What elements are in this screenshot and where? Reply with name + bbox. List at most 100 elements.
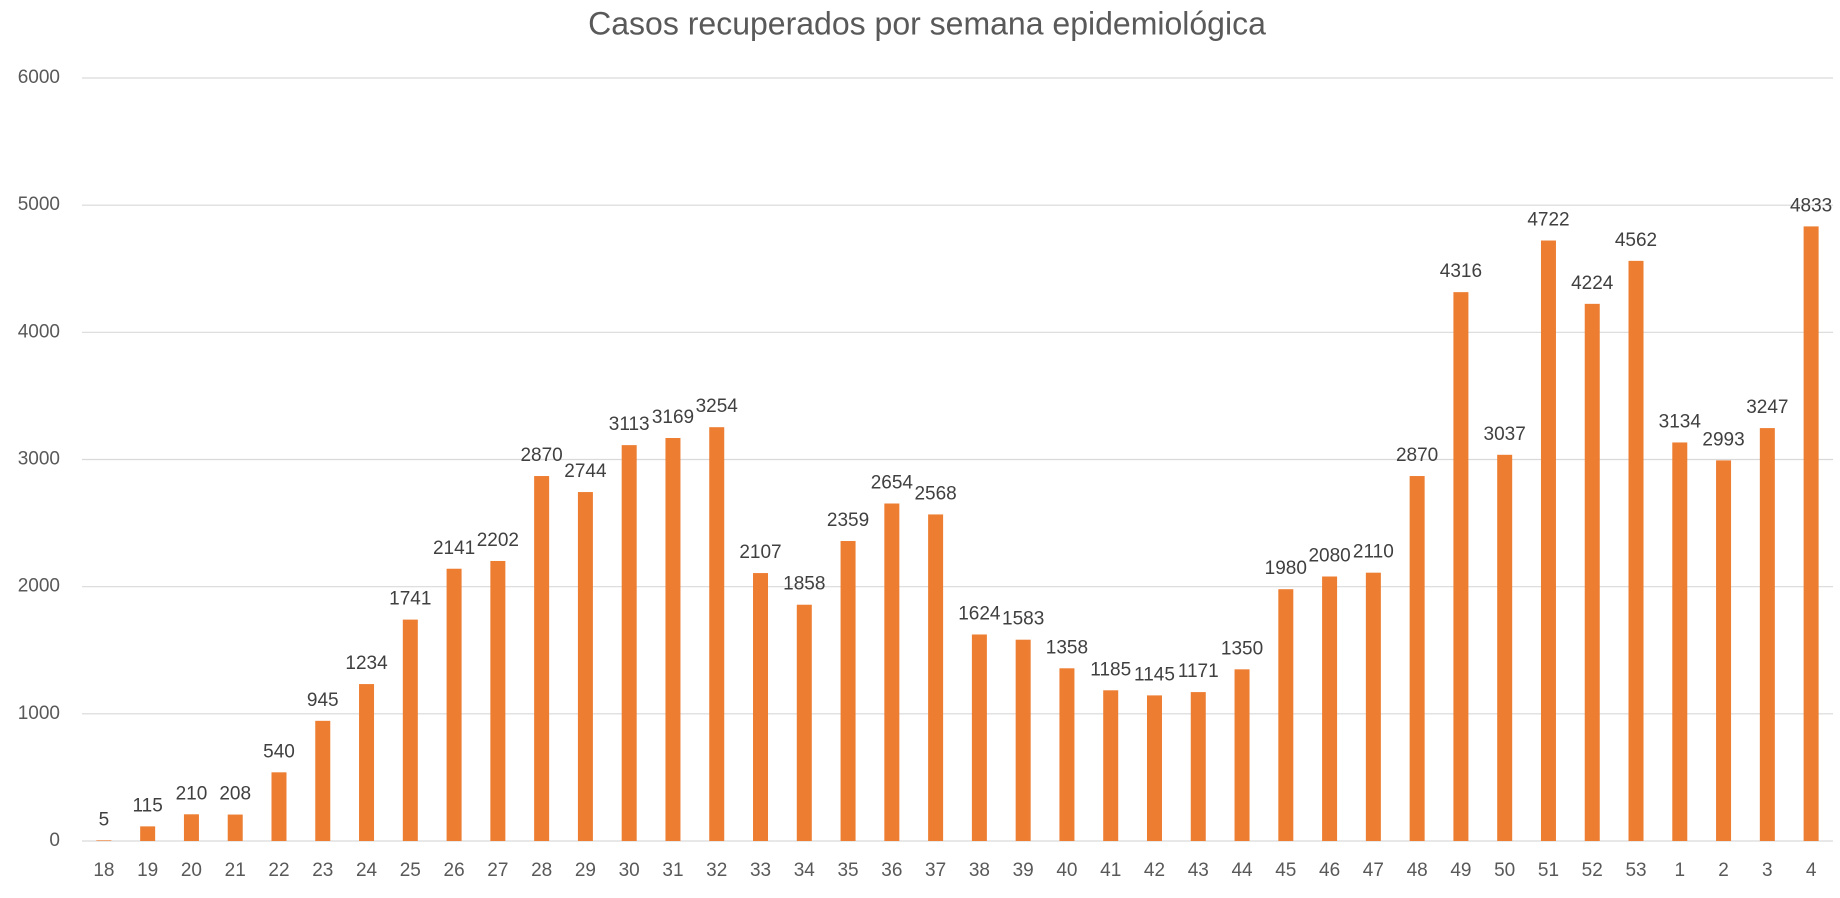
data-label: 115: [133, 795, 163, 816]
x-tick-label: 28: [531, 860, 552, 881]
bar: [1716, 460, 1732, 841]
bar: [96, 840, 112, 841]
bar: [534, 476, 550, 841]
x-tick-label: 4: [1806, 860, 1817, 881]
y-tick-label: 6000: [18, 67, 60, 88]
x-tick-label: 22: [268, 860, 289, 881]
x-tick-label: 29: [575, 860, 596, 881]
x-tick-label: 2: [1718, 860, 1729, 881]
bar: [1278, 589, 1294, 841]
bar: [665, 438, 681, 841]
bar: [1584, 303, 1600, 841]
data-label: 1350: [1221, 638, 1263, 659]
data-label: 4722: [1527, 210, 1569, 231]
x-tick-label: 40: [1056, 860, 1077, 881]
data-label: 540: [263, 741, 295, 762]
bar: [1628, 260, 1644, 841]
data-label: 1234: [345, 653, 388, 674]
bar: [1015, 639, 1031, 841]
bar: [796, 604, 812, 841]
x-tick-label: 26: [444, 860, 465, 881]
x-tick-label: 18: [93, 860, 114, 881]
bar: [183, 814, 199, 841]
data-label: 1145: [1134, 664, 1175, 685]
x-tick-label: 39: [1013, 860, 1034, 881]
x-tick-label: 21: [225, 860, 246, 881]
bar: [1540, 240, 1556, 842]
data-label: 2107: [739, 542, 781, 563]
x-tick-label: 46: [1319, 860, 1340, 881]
x-tick-label: 42: [1144, 860, 1165, 881]
x-tick-label: 1: [1674, 860, 1685, 881]
x-tick-label: 37: [925, 860, 946, 881]
data-label: 1185: [1090, 659, 1131, 680]
bar: [490, 560, 506, 841]
x-tick-label: 47: [1363, 860, 1384, 881]
data-label: 2359: [827, 510, 869, 531]
y-tick-label: 3000: [18, 449, 60, 470]
bar: [1322, 576, 1338, 841]
data-label: 3169: [652, 407, 694, 428]
bar: [1453, 292, 1469, 841]
x-tick-label: 31: [662, 860, 683, 881]
chart-title: Casos recuperados por semana epidemiológ…: [588, 5, 1266, 41]
data-label: 1358: [1046, 637, 1088, 658]
data-label: 1980: [1265, 558, 1307, 579]
bar: [1409, 476, 1425, 841]
bar: [1672, 442, 1688, 841]
data-label: 210: [176, 783, 208, 804]
data-label: 3037: [1484, 424, 1526, 445]
x-tick-label: 38: [969, 860, 990, 881]
data-label: 1171: [1178, 661, 1219, 682]
x-tick-label: 33: [750, 860, 771, 881]
data-label: 4224: [1571, 273, 1614, 294]
x-tick-label: 43: [1188, 860, 1209, 881]
data-label: 2654: [871, 473, 914, 494]
x-tick-label: 52: [1582, 860, 1603, 881]
y-tick-label: 1000: [18, 703, 60, 724]
bar: [446, 568, 462, 841]
bar: [1190, 692, 1206, 841]
x-tick-label: 50: [1494, 860, 1515, 881]
data-label: 2744: [564, 461, 607, 482]
bar: [1059, 668, 1075, 841]
data-label: 3113: [609, 414, 650, 435]
data-label: 2080: [1308, 546, 1350, 567]
x-tick-label: 23: [312, 860, 333, 881]
x-tick-label: 36: [881, 860, 902, 881]
bar: [315, 720, 331, 841]
x-tick-label: 20: [181, 860, 202, 881]
bar: [753, 573, 769, 841]
bar: [359, 684, 375, 841]
y-tick-label: 5000: [18, 194, 60, 215]
data-label: 2870: [520, 445, 562, 466]
x-tick-label: 34: [794, 860, 816, 881]
bar: [577, 492, 593, 841]
x-tick-label: 27: [487, 860, 508, 881]
bar: [709, 427, 725, 841]
bar: [1759, 428, 1775, 841]
bar: [227, 814, 243, 841]
x-tick-label: 30: [619, 860, 640, 881]
data-label: 945: [307, 690, 339, 711]
x-tick-label: 49: [1450, 860, 1471, 881]
data-label: 4316: [1440, 261, 1482, 282]
bar: [1103, 690, 1119, 841]
x-tick-label: 32: [706, 860, 727, 881]
x-tick-label: 25: [400, 860, 421, 881]
bar: [884, 503, 900, 841]
data-label: 208: [219, 784, 251, 805]
x-tick-label: 48: [1407, 860, 1428, 881]
data-label: 3134: [1659, 411, 1702, 432]
bar: [928, 514, 944, 841]
data-label: 3254: [696, 396, 739, 417]
bar: [971, 634, 987, 841]
data-label: 2993: [1702, 429, 1744, 450]
data-label: 4833: [1790, 195, 1832, 216]
x-tick-label: 35: [837, 860, 858, 881]
data-label: 1583: [1002, 609, 1044, 630]
x-tick-label: 53: [1625, 860, 1646, 881]
data-label: 2141: [433, 538, 475, 559]
data-label: 1741: [389, 589, 431, 610]
